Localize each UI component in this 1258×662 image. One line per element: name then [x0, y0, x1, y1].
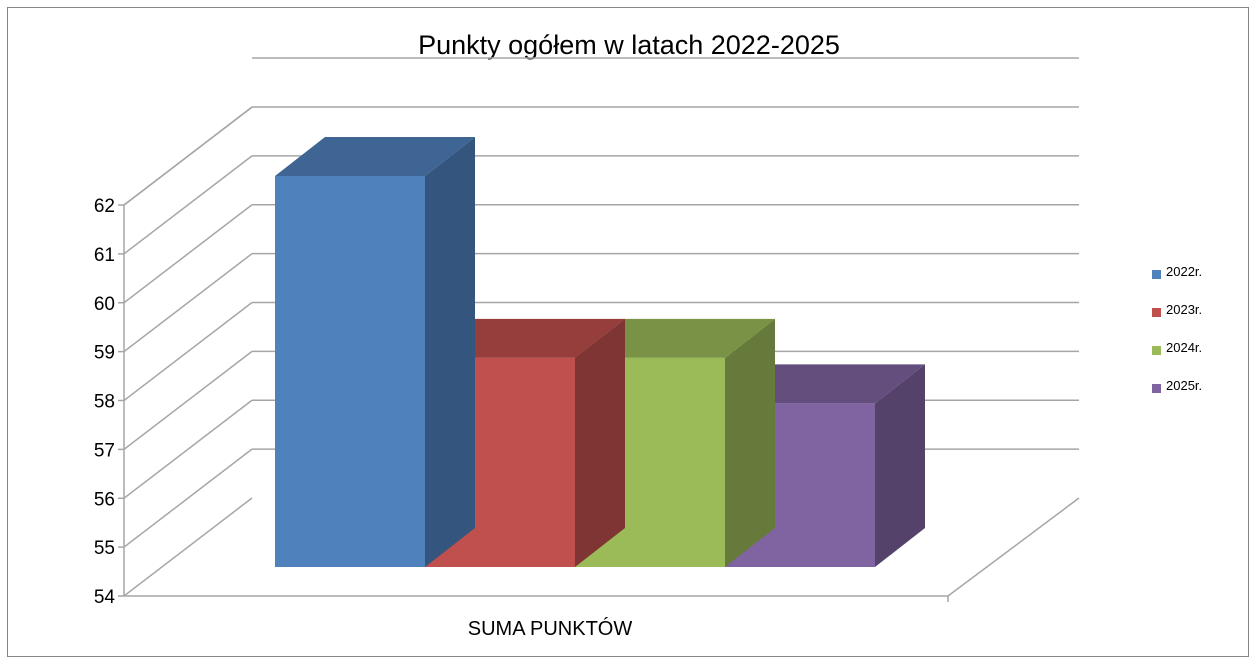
side-wall-gridline — [123, 497, 253, 597]
y-axis-ticks: 54 55 56 57 58 59 60 61 62 — [94, 196, 124, 608]
y-tick-label: 55 — [94, 538, 115, 559]
side-wall-gridline — [123, 399, 253, 499]
legend-label: 2022r. — [1166, 264, 1203, 279]
y-tick-label: 62 — [94, 196, 115, 217]
side-wall-gridline — [123, 106, 253, 206]
bar-side-face — [575, 318, 625, 567]
legend-swatch — [1152, 308, 1161, 317]
y-tick-label: 54 — [94, 587, 116, 608]
floor-right-edge — [947, 497, 1080, 597]
legend-swatch — [1152, 346, 1161, 355]
y-tick-label: 59 — [94, 343, 115, 364]
bar-side-face — [875, 364, 925, 567]
spacer — [124, 58, 252, 205]
side-wall-gridline — [123, 301, 253, 402]
side-wall-gridline — [123, 350, 253, 450]
bar-front-face — [275, 176, 425, 567]
bar-top-face — [275, 137, 475, 176]
legend-label: 2024r. — [1166, 340, 1203, 355]
legend-label: 2023r. — [1166, 302, 1203, 317]
bar-side-face — [425, 137, 475, 567]
side-wall-gridline — [123, 448, 253, 548]
y-tick-label: 60 — [94, 294, 115, 315]
bar-side-face — [725, 318, 775, 567]
y-tick-label: 58 — [94, 392, 115, 413]
y-tick-label: 56 — [94, 489, 115, 510]
chart-title: Punkty ogółem w latach 2022-2025 — [418, 30, 840, 60]
x-axis-category-label: SUMA PUNKTÓW — [467, 618, 633, 640]
legend-swatch — [1152, 384, 1161, 393]
y-tick-label: 57 — [94, 440, 115, 461]
side-wall-gridline — [123, 155, 253, 255]
bars — [275, 137, 925, 567]
bar-2022r. — [275, 137, 475, 567]
y-tick-label: 61 — [94, 245, 115, 266]
legend-label: 2025r. — [1166, 378, 1203, 393]
side-wall-gridline — [123, 253, 253, 353]
legend-swatch — [1152, 270, 1161, 279]
side-wall-gridline — [123, 204, 253, 304]
